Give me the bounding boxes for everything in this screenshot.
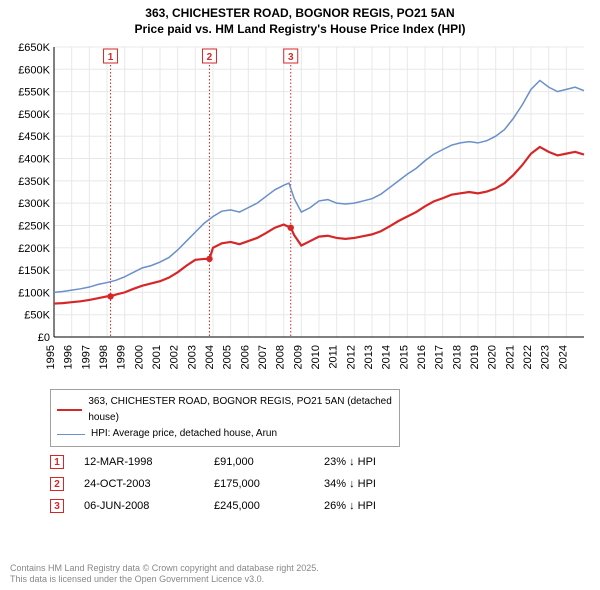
svg-text:£600K: £600K (18, 64, 50, 76)
svg-text:£550K: £550K (18, 87, 50, 99)
footer-line2: This data is licensed under the Open Gov… (10, 574, 319, 586)
svg-text:2005: 2005 (222, 345, 234, 369)
svg-text:2008: 2008 (275, 345, 287, 369)
transactions-table: 1 12-MAR-1998 £91,000 23% ↓ HPI 2 24-OCT… (50, 451, 590, 517)
title-address: 363, CHICHESTER ROAD, BOGNOR REGIS, PO21… (10, 6, 590, 22)
transaction-date: 12-MAR-1998 (84, 456, 214, 468)
transaction-diff: 23% ↓ HPI (324, 456, 434, 468)
svg-text:2019: 2019 (469, 345, 481, 369)
transaction-date: 24-OCT-2003 (84, 478, 214, 490)
svg-text:2022: 2022 (522, 345, 534, 369)
svg-text:£50K: £50K (24, 310, 50, 322)
transaction-marker-3: 3 (50, 499, 64, 513)
svg-text:2: 2 (207, 52, 213, 63)
legend-item-price: 363, CHICHESTER ROAD, BOGNOR REGIS, PO21… (57, 394, 393, 426)
svg-text:£250K: £250K (18, 221, 50, 233)
svg-text:3: 3 (288, 52, 294, 63)
svg-text:2010: 2010 (310, 345, 322, 369)
svg-text:2000: 2000 (133, 345, 145, 369)
svg-text:2006: 2006 (239, 345, 251, 369)
svg-text:2003: 2003 (186, 345, 198, 369)
svg-text:£150K: £150K (18, 265, 50, 277)
svg-text:2013: 2013 (363, 345, 375, 369)
legend-swatch-price (57, 409, 82, 411)
transaction-marker-1: 1 (50, 455, 64, 469)
svg-text:2015: 2015 (398, 345, 410, 369)
svg-text:£450K: £450K (18, 131, 50, 143)
svg-text:1996: 1996 (63, 345, 75, 369)
chart-area: £0 £50K £100K £150K £200K £250K £300K £350K £400… (10, 43, 590, 383)
transaction-date: 06-JUN-2008 (84, 500, 214, 512)
transaction-price: £245,000 (214, 500, 324, 512)
legend: 363, CHICHESTER ROAD, BOGNOR REGIS, PO21… (50, 389, 400, 447)
svg-text:2018: 2018 (451, 345, 463, 369)
svg-text:£0: £0 (38, 332, 50, 344)
svg-text:1999: 1999 (116, 345, 128, 369)
table-row: 1 12-MAR-1998 £91,000 23% ↓ HPI (50, 451, 590, 473)
svg-text:£100K: £100K (18, 288, 50, 300)
svg-text:2023: 2023 (540, 345, 552, 369)
footer-line1: Contains HM Land Registry data © Crown c… (10, 563, 319, 575)
svg-text:2021: 2021 (504, 345, 516, 369)
legend-swatch-hpi (57, 434, 85, 435)
transaction-diff: 26% ↓ HPI (324, 500, 434, 512)
svg-text:2020: 2020 (487, 345, 499, 369)
svg-text:£400K: £400K (18, 154, 50, 166)
svg-text:2016: 2016 (416, 345, 428, 369)
table-row: 2 24-OCT-2003 £175,000 34% ↓ HPI (50, 473, 590, 495)
svg-text:2009: 2009 (292, 345, 304, 369)
table-row: 3 06-JUN-2008 £245,000 26% ↓ HPI (50, 495, 590, 517)
svg-text:1997: 1997 (80, 345, 92, 369)
transaction-price: £175,000 (214, 478, 324, 490)
svg-text:£500K: £500K (18, 109, 50, 121)
transaction-price: £91,000 (214, 456, 324, 468)
svg-text:2012: 2012 (345, 345, 357, 369)
footer-attribution: Contains HM Land Registry data © Crown c… (10, 563, 319, 586)
legend-label-price: 363, CHICHESTER ROAD, BOGNOR REGIS, PO21… (88, 394, 393, 426)
svg-text:2014: 2014 (381, 345, 393, 369)
svg-text:£200K: £200K (18, 243, 50, 255)
svg-text:2011: 2011 (328, 345, 340, 369)
svg-text:1: 1 (108, 52, 114, 63)
svg-text:2001: 2001 (151, 345, 163, 369)
svg-text:2017: 2017 (434, 345, 446, 369)
svg-text:2002: 2002 (169, 345, 181, 369)
legend-item-hpi: HPI: Average price, detached house, Arun (57, 426, 393, 442)
svg-text:2007: 2007 (257, 345, 269, 369)
svg-text:1998: 1998 (98, 345, 110, 369)
svg-text:2024: 2024 (557, 345, 569, 369)
transaction-diff: 34% ↓ HPI (324, 478, 434, 490)
svg-text:2004: 2004 (204, 345, 216, 369)
svg-text:£650K: £650K (18, 43, 50, 54)
transaction-marker-2: 2 (50, 477, 64, 491)
title-subtitle: Price paid vs. HM Land Registry's House … (10, 22, 590, 38)
svg-text:£350K: £350K (18, 176, 50, 188)
legend-label-hpi: HPI: Average price, detached house, Arun (91, 426, 277, 442)
svg-text:£300K: £300K (18, 198, 50, 210)
svg-text:1995: 1995 (45, 345, 57, 369)
line-chart: £0 £50K £100K £150K £200K £250K £300K £350K £400… (10, 43, 590, 383)
